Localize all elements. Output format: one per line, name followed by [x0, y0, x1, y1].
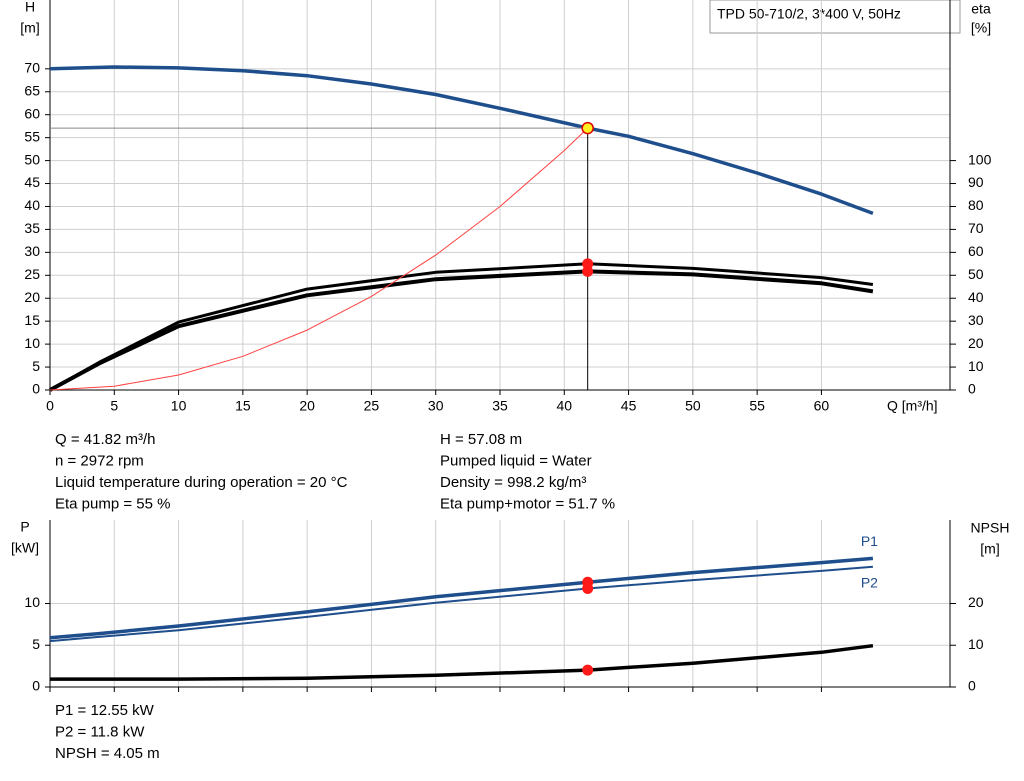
y2-tick-label: 60 — [968, 243, 984, 259]
x-axis-label: Q [m³/h] — [887, 398, 938, 414]
info-text: P1 = 12.55 kW — [55, 702, 155, 719]
y-axis-unit: [kW] — [11, 540, 39, 556]
info-text: NPSH = 4.05 m — [55, 745, 160, 762]
curve — [49, 269, 874, 392]
y2-tick-label: 90 — [968, 174, 984, 190]
y-tick-label: 0 — [32, 381, 40, 397]
operating-point — [582, 265, 594, 277]
y2-tick-label: 0 — [968, 678, 976, 694]
y2-axis-unit: [%] — [971, 20, 991, 36]
y2-axis-unit: [m] — [980, 541, 999, 557]
x-tick-label: 10 — [171, 398, 187, 414]
series-label: P1 — [861, 533, 878, 549]
curve — [50, 643, 874, 681]
y-tick-label: 60 — [24, 105, 40, 121]
y-tick-label: 5 — [32, 358, 40, 374]
x-tick-label: 5 — [110, 398, 118, 414]
operating-point — [581, 121, 594, 135]
y2-axis-label: eta — [971, 1, 991, 17]
y-tick-label: 35 — [24, 220, 40, 236]
y2-tick-label: 80 — [968, 197, 984, 213]
series-label: P2 — [861, 574, 878, 590]
info-text: n = 2972 rpm — [55, 452, 144, 469]
info-text: Eta pump+motor = 51.7 % — [440, 495, 615, 512]
x-tick-label: 40 — [556, 398, 572, 414]
y-tick-label: 20 — [24, 289, 40, 305]
y-tick-label: 55 — [24, 128, 40, 144]
info-text: Liquid temperature during operation = 20… — [55, 474, 348, 491]
x-tick-label: 55 — [749, 398, 765, 414]
y2-tick-label: 20 — [968, 594, 984, 610]
y-tick-label: 50 — [24, 151, 40, 167]
legend-box — [709, 0, 961, 34]
info-text: H = 57.08 m — [440, 431, 522, 448]
y-axis-unit: [m] — [20, 20, 39, 36]
y-tick-label: 10 — [24, 335, 40, 351]
y2-tick-label: 50 — [968, 266, 984, 282]
curve — [49, 127, 589, 391]
x-tick-label: 45 — [621, 398, 637, 414]
y-tick-label: 5 — [32, 636, 40, 652]
y-tick-label: 25 — [24, 266, 40, 282]
x-tick-label: 15 — [235, 398, 251, 414]
y-tick-label: 0 — [32, 678, 40, 694]
curve — [49, 65, 874, 216]
y-tick-label: 65 — [24, 82, 40, 98]
y2-tick-label: 70 — [968, 220, 984, 236]
x-tick-label: 0 — [46, 398, 54, 414]
y2-tick-label: 100 — [968, 151, 992, 167]
info-text: Pumped liquid = Water — [440, 452, 592, 469]
y-axis-label: P — [20, 519, 29, 535]
y2-tick-label: 10 — [968, 358, 984, 374]
x-tick-label: 35 — [492, 398, 508, 414]
y-tick-label: 40 — [24, 197, 40, 213]
curve — [49, 565, 873, 643]
y-tick-label: 70 — [24, 60, 40, 76]
x-tick-label: 20 — [299, 398, 315, 414]
info-text: P2 = 11.8 kW — [55, 723, 145, 740]
x-tick-label: 25 — [364, 398, 380, 414]
operating-point — [582, 582, 594, 594]
y-axis-label: H — [25, 0, 35, 15]
curve — [49, 556, 874, 640]
x-tick-label: 30 — [428, 398, 444, 414]
operating-point — [582, 258, 594, 270]
y2-tick-label: 10 — [968, 636, 984, 652]
y2-tick-label: 30 — [968, 312, 984, 328]
y2-tick-label: 0 — [968, 381, 976, 397]
x-tick-label: 50 — [685, 398, 701, 414]
info-text: Eta pump = 55 % — [55, 495, 171, 512]
y-tick-label: 15 — [24, 312, 40, 328]
box-label: TPD 50-710/2, 3*400 V, 50Hz — [717, 6, 901, 22]
y-tick-label: 10 — [24, 594, 40, 610]
y2-tick-label: 20 — [968, 335, 984, 351]
y2-axis-label: NPSH — [971, 520, 1010, 536]
operating-point — [582, 664, 594, 676]
y-tick-label: 30 — [24, 243, 40, 259]
info-text: Q = 41.82 m³/h — [55, 431, 155, 448]
y2-tick-label: 40 — [968, 289, 984, 305]
x-tick-label: 60 — [814, 398, 830, 414]
info-text: Density = 998.2 kg/m³ — [440, 474, 586, 491]
y-tick-label: 45 — [24, 174, 40, 190]
